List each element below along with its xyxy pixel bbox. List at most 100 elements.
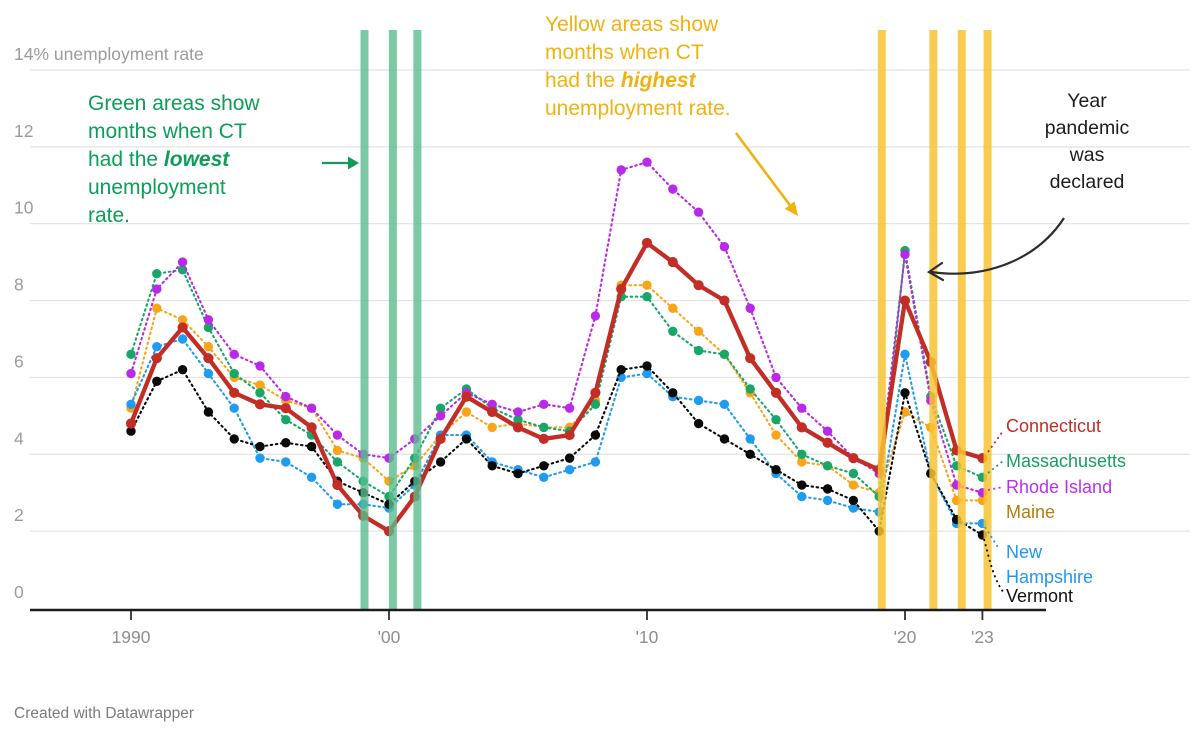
legend-label-new-hampshire: New Hampshire bbox=[1006, 542, 1094, 587]
green-note: Green areas show months when CT had the … bbox=[88, 90, 338, 230]
legend-label-vermont: Vermont bbox=[1006, 586, 1074, 606]
series-point-vermont bbox=[642, 361, 652, 371]
series-point-maine bbox=[152, 303, 162, 313]
series-point-new-hampshire bbox=[693, 395, 704, 406]
series-point-massachusetts bbox=[693, 345, 704, 356]
series-point-rhode-island bbox=[487, 399, 497, 410]
series-point-new-hampshire bbox=[719, 399, 730, 410]
series-point-connecticut bbox=[822, 437, 833, 448]
series-point-connecticut bbox=[280, 403, 291, 414]
x-tick-label: '20 bbox=[894, 627, 917, 647]
series-point-connecticut bbox=[177, 322, 188, 333]
green-highlight-band bbox=[413, 30, 422, 609]
pandemic-note: Year pandemic was declared bbox=[1018, 88, 1156, 196]
series-point-maine bbox=[332, 445, 343, 456]
series-point-massachusetts bbox=[152, 268, 162, 279]
series-point-maine bbox=[771, 430, 781, 440]
series-point-connecticut bbox=[899, 295, 911, 306]
series-point-vermont bbox=[487, 461, 497, 471]
series-point-connecticut bbox=[487, 406, 498, 418]
series-point-rhode-island bbox=[900, 249, 910, 260]
series-point-massachusetts bbox=[797, 449, 807, 459]
y-tick-label: 6 bbox=[14, 351, 24, 371]
green-note-text: had the bbox=[88, 148, 164, 171]
series-point-connecticut bbox=[719, 295, 730, 306]
green-note-line: had the lowest bbox=[88, 146, 338, 174]
series-point-maine bbox=[487, 422, 497, 433]
series-point-vermont bbox=[229, 434, 239, 444]
x-tick-label: '10 bbox=[636, 627, 659, 647]
legend-label-massachusetts: Massachusetts bbox=[1006, 451, 1127, 471]
series-point-new-hampshire bbox=[229, 403, 239, 413]
series-line-connecticut bbox=[128, 240, 985, 534]
series-point-rhode-island bbox=[539, 399, 549, 410]
legend-label-rhode-island: Rhode Island bbox=[1006, 477, 1113, 497]
series-point-vermont bbox=[177, 365, 188, 375]
series-point-connecticut bbox=[203, 353, 214, 364]
series-point-connecticut bbox=[229, 387, 240, 398]
series-point-massachusetts bbox=[255, 388, 265, 398]
series-point-rhode-island bbox=[668, 184, 678, 194]
series-point-vermont bbox=[126, 426, 136, 436]
series-point-rhode-island bbox=[771, 372, 781, 383]
series-point-rhode-island bbox=[306, 403, 317, 413]
y-tick-label: 4 bbox=[14, 428, 24, 448]
green-note-keyword: lowest bbox=[163, 148, 230, 171]
series-point-vermont bbox=[564, 453, 575, 463]
x-tick-label: '23 bbox=[971, 627, 994, 647]
series-point-connecticut bbox=[125, 418, 137, 429]
series-point-vermont bbox=[693, 418, 704, 429]
series-point-vermont bbox=[616, 365, 626, 375]
yellow-highlight-band bbox=[877, 30, 886, 609]
y-tick-label: 2 bbox=[14, 505, 24, 525]
pandemic-note-arrow bbox=[930, 217, 1065, 275]
series-point-new-hampshire bbox=[900, 349, 910, 360]
series-point-rhode-island bbox=[590, 311, 601, 321]
series-point-vermont bbox=[771, 464, 781, 475]
series-point-rhode-island bbox=[513, 407, 523, 417]
footer-credit: Created with Datawrapper bbox=[14, 705, 195, 722]
series-point-connecticut bbox=[745, 353, 756, 364]
green-note-line: Green areas show bbox=[88, 92, 260, 115]
series-point-maine bbox=[668, 303, 678, 313]
series-point-connecticut bbox=[693, 280, 704, 291]
series-point-rhode-island bbox=[332, 430, 343, 440]
series-point-vermont bbox=[900, 388, 910, 398]
series-point-massachusetts bbox=[513, 414, 523, 425]
series-point-new-hampshire bbox=[126, 399, 136, 410]
series-point-rhode-island bbox=[616, 165, 626, 175]
series-point-rhode-island bbox=[281, 391, 291, 402]
legend-label-connecticut: Connecticut bbox=[1006, 416, 1102, 436]
series-point-vermont bbox=[152, 376, 162, 386]
green-highlight-band bbox=[388, 30, 397, 609]
series-point-vermont bbox=[590, 430, 601, 440]
series-point-massachusetts bbox=[848, 468, 859, 479]
series-point-vermont bbox=[797, 480, 807, 490]
series-point-connecticut bbox=[254, 399, 266, 410]
series-point-connecticut bbox=[641, 237, 653, 249]
leader-new-hampshire bbox=[984, 526, 1000, 550]
series-point-connecticut bbox=[306, 422, 317, 433]
series-point-maine bbox=[848, 480, 859, 490]
yellow-highlight-band bbox=[983, 30, 992, 609]
series-point-maine bbox=[797, 457, 807, 467]
series-point-rhode-island bbox=[797, 403, 807, 413]
series-point-massachusetts bbox=[229, 368, 239, 379]
series-point-connecticut bbox=[590, 387, 601, 398]
series-line-new-hampshire bbox=[129, 337, 984, 525]
pandemic-note-line: declared bbox=[1049, 171, 1125, 193]
series-point-connecticut bbox=[512, 422, 524, 433]
yellow-note-line: had the highest bbox=[545, 67, 805, 95]
series-point-connecticut bbox=[564, 429, 575, 441]
series-point-maine bbox=[255, 380, 265, 390]
yellow-note-line: months when CT bbox=[545, 41, 704, 64]
series-point-new-hampshire bbox=[642, 368, 652, 379]
series-point-massachusetts bbox=[203, 322, 214, 333]
series-point-rhode-island bbox=[229, 349, 239, 360]
series-point-rhode-island bbox=[203, 315, 214, 325]
series-point-new-hampshire bbox=[152, 341, 162, 352]
series-point-connecticut bbox=[435, 433, 446, 445]
x-tick-label: 1990 bbox=[112, 627, 151, 647]
